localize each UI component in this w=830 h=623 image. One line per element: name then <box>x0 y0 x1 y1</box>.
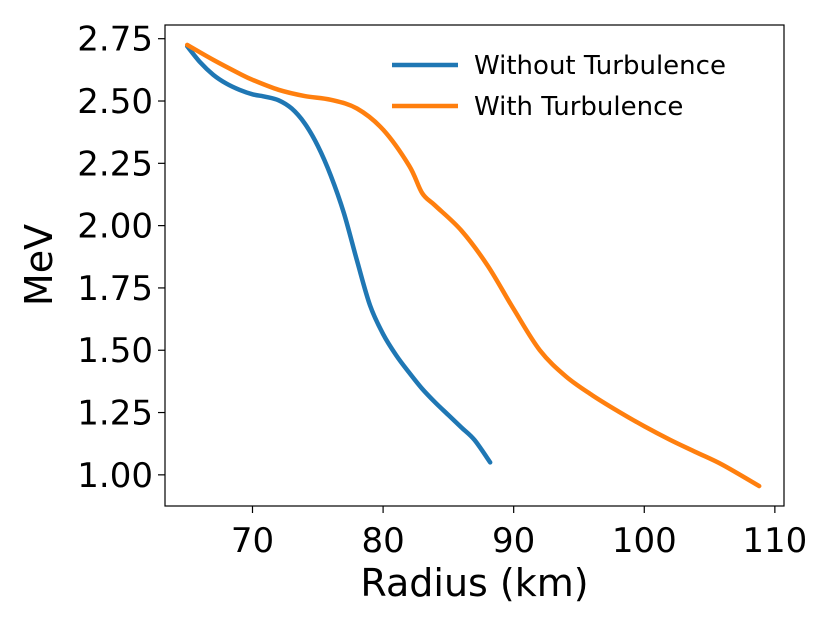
legend-label-without-turbulence: Without Turbulence <box>474 51 726 81</box>
y-tick-label: 2.00 <box>77 207 153 247</box>
x-tick-label: 70 <box>231 521 274 561</box>
legend-label-with-turbulence: With Turbulence <box>474 92 683 122</box>
y-tick-label: 1.00 <box>77 456 153 496</box>
series-line-without-turbulence <box>184 43 493 465</box>
x-axis-label: Radius (km) <box>360 561 588 605</box>
plot-area <box>184 42 762 489</box>
y-axis-ticks: 1.00 1.25 1.50 1.75 2.00 2.25 2.50 2.75 <box>77 20 165 496</box>
y-tick-label: 2.75 <box>77 20 153 60</box>
x-tick-label: 90 <box>492 521 535 561</box>
y-tick-label: 2.25 <box>77 144 153 184</box>
x-tick-label: 100 <box>612 521 677 561</box>
legend: Without Turbulence With Turbulence <box>392 51 726 122</box>
y-axis-label: MeV <box>17 224 61 306</box>
y-tick-label: 1.25 <box>77 394 153 434</box>
series-line-with-turbulence <box>184 42 762 489</box>
x-tick-label: 80 <box>361 521 404 561</box>
x-axis-ticks: 70 80 90 100 110 <box>231 506 807 561</box>
y-tick-label: 2.50 <box>77 82 153 122</box>
x-tick-label: 110 <box>742 521 807 561</box>
axes-frame <box>164 24 785 507</box>
y-tick-label: 1.75 <box>77 269 153 309</box>
y-tick-label: 1.50 <box>77 331 153 371</box>
